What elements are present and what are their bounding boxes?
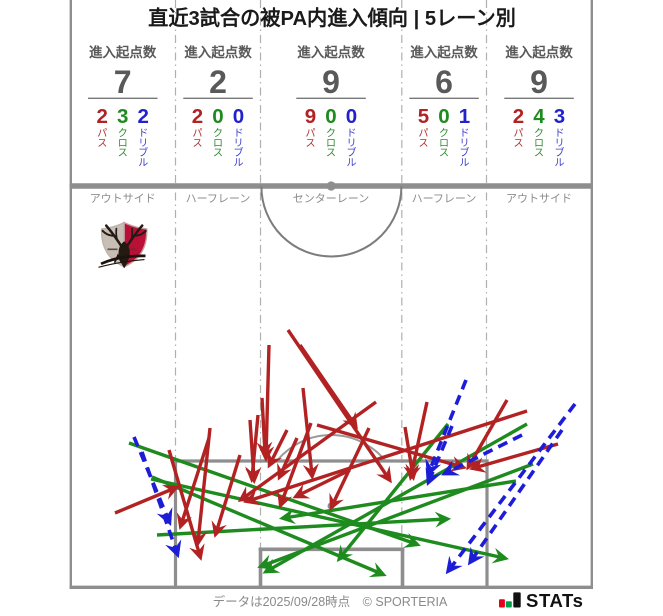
svg-text:ス: ス <box>213 148 223 159</box>
svg-text:ブ: ブ <box>555 146 565 159</box>
svg-text:0: 0 <box>212 105 223 128</box>
svg-text:パ: パ <box>193 128 203 140</box>
svg-text:リ: リ <box>555 138 565 149</box>
svg-text:0: 0 <box>325 105 336 128</box>
svg-text:センターレーン: センターレーン <box>293 192 369 205</box>
svg-text:9: 9 <box>530 64 548 100</box>
svg-text:ク: ク <box>439 128 449 140</box>
svg-text:ス: ス <box>514 138 524 149</box>
svg-text:ス: ス <box>419 138 429 149</box>
svg-text:アウトサイド: アウトサイド <box>506 192 572 205</box>
svg-text:アウトサイド: アウトサイド <box>90 192 156 205</box>
svg-text:6: 6 <box>435 64 453 100</box>
svg-text:STATs: STATs <box>526 590 583 611</box>
svg-text:データは2025/09/28時点 © SPORTERIA: データは2025/09/28時点 © SPORTERIA <box>213 594 448 609</box>
svg-text:2: 2 <box>96 105 107 128</box>
svg-text:ル: ル <box>460 158 470 169</box>
svg-text:ド: ド <box>234 129 244 140</box>
svg-text:0: 0 <box>346 105 357 128</box>
svg-text:ル: ル <box>138 158 148 169</box>
svg-text:ド: ド <box>347 129 357 140</box>
svg-text:0: 0 <box>438 105 449 128</box>
svg-text:2: 2 <box>137 105 148 128</box>
svg-text:ロ: ロ <box>326 138 336 149</box>
svg-text:ク: ク <box>118 128 128 140</box>
svg-text:進入起点数: 進入起点数 <box>505 44 573 60</box>
svg-text:ロ: ロ <box>439 138 449 149</box>
svg-text:4: 4 <box>533 105 545 128</box>
svg-text:ク: ク <box>213 128 223 140</box>
svg-text:1: 1 <box>459 105 470 128</box>
svg-text:ハーフレーン: ハーフレーン <box>186 193 251 205</box>
svg-text:ロ: ロ <box>534 138 544 149</box>
svg-text:パ: パ <box>419 128 429 140</box>
svg-text:ク: ク <box>534 128 544 140</box>
svg-text:進入起点数: 進入起点数 <box>184 44 252 60</box>
svg-text:ド: ド <box>460 129 470 140</box>
svg-text:ル: ル <box>347 158 357 169</box>
svg-text:ス: ス <box>118 148 128 159</box>
svg-text:リ: リ <box>460 138 470 149</box>
svg-text:ド: ド <box>138 129 148 140</box>
svg-text:3: 3 <box>554 105 565 128</box>
svg-text:2: 2 <box>209 64 227 100</box>
svg-text:0: 0 <box>233 105 244 128</box>
svg-text:進入起点数: 進入起点数 <box>89 44 157 60</box>
svg-text:進入起点数: 進入起点数 <box>410 44 478 60</box>
svg-text:ル: ル <box>234 158 244 169</box>
svg-text:9: 9 <box>322 64 340 100</box>
svg-text:ハーフレーン: ハーフレーン <box>412 193 477 205</box>
svg-text:ブ: ブ <box>234 146 244 159</box>
svg-text:2: 2 <box>513 105 524 128</box>
svg-text:ス: ス <box>97 138 107 149</box>
svg-text:ス: ス <box>306 138 316 149</box>
svg-text:パ: パ <box>514 128 524 140</box>
svg-text:ブ: ブ <box>347 146 357 159</box>
svg-text:7: 7 <box>114 64 132 100</box>
svg-text:リ: リ <box>138 138 148 149</box>
svg-text:ブ: ブ <box>138 146 148 159</box>
svg-text:ス: ス <box>439 148 449 159</box>
svg-text:パ: パ <box>97 128 107 140</box>
svg-text:パ: パ <box>306 128 316 140</box>
svg-text:ス: ス <box>193 138 203 149</box>
svg-text:ロ: ロ <box>213 138 223 149</box>
svg-text:直近3試合の被PA内進入傾向 | 5レーン別: 直近3試合の被PA内進入傾向 | 5レーン別 <box>148 6 516 30</box>
svg-text:リ: リ <box>347 138 357 149</box>
svg-text:ル: ル <box>555 158 565 169</box>
svg-text:ド: ド <box>555 129 565 140</box>
svg-text:2: 2 <box>192 105 203 128</box>
svg-text:9: 9 <box>305 105 316 128</box>
svg-text:5: 5 <box>418 105 429 128</box>
svg-text:進入起点数: 進入起点数 <box>297 44 365 60</box>
svg-text:ス: ス <box>534 148 544 159</box>
svg-text:ク: ク <box>326 128 336 140</box>
svg-text:ロ: ロ <box>118 138 128 149</box>
svg-text:3: 3 <box>117 105 128 128</box>
svg-text:ス: ス <box>326 148 336 159</box>
svg-text:リ: リ <box>234 138 244 149</box>
svg-text:ブ: ブ <box>460 146 470 159</box>
